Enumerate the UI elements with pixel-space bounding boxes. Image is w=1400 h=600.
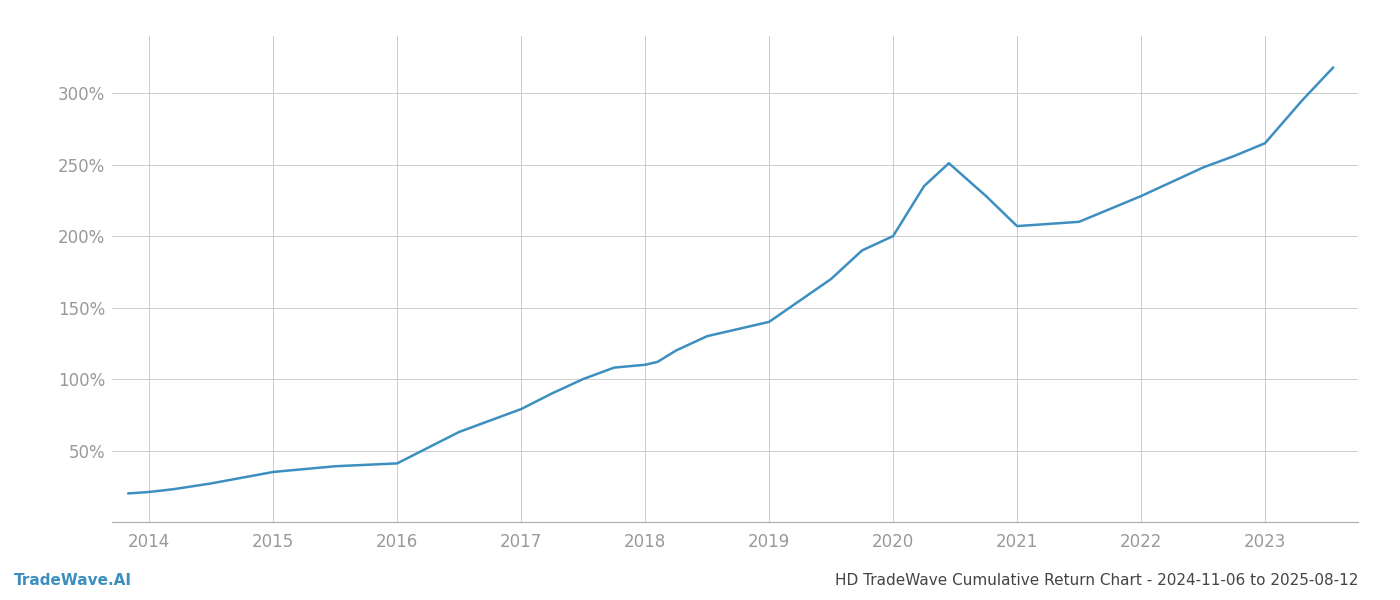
- Text: HD TradeWave Cumulative Return Chart - 2024-11-06 to 2025-08-12: HD TradeWave Cumulative Return Chart - 2…: [834, 573, 1358, 588]
- Text: TradeWave.AI: TradeWave.AI: [14, 573, 132, 588]
